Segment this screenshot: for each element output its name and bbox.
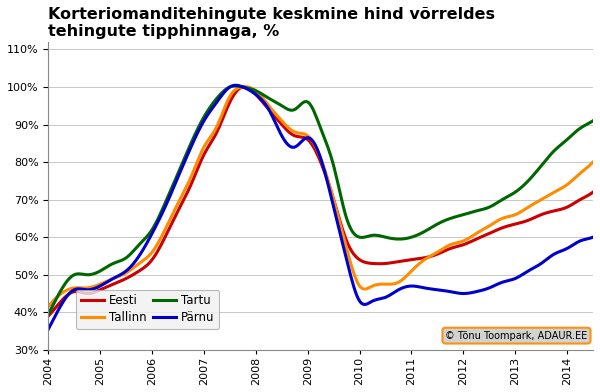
Text: Korteriomanditehingute keskmine hind võrreldes
tehingute tipphinnaga, %: Korteriomanditehingute keskmine hind võr… bbox=[48, 7, 495, 39]
Text: © Tõnu Toompark, ADAUR.EE: © Tõnu Toompark, ADAUR.EE bbox=[445, 330, 587, 341]
Legend: Eesti, Tallinn, Tartu, Pärnu: Eesti, Tallinn, Tartu, Pärnu bbox=[76, 290, 219, 328]
